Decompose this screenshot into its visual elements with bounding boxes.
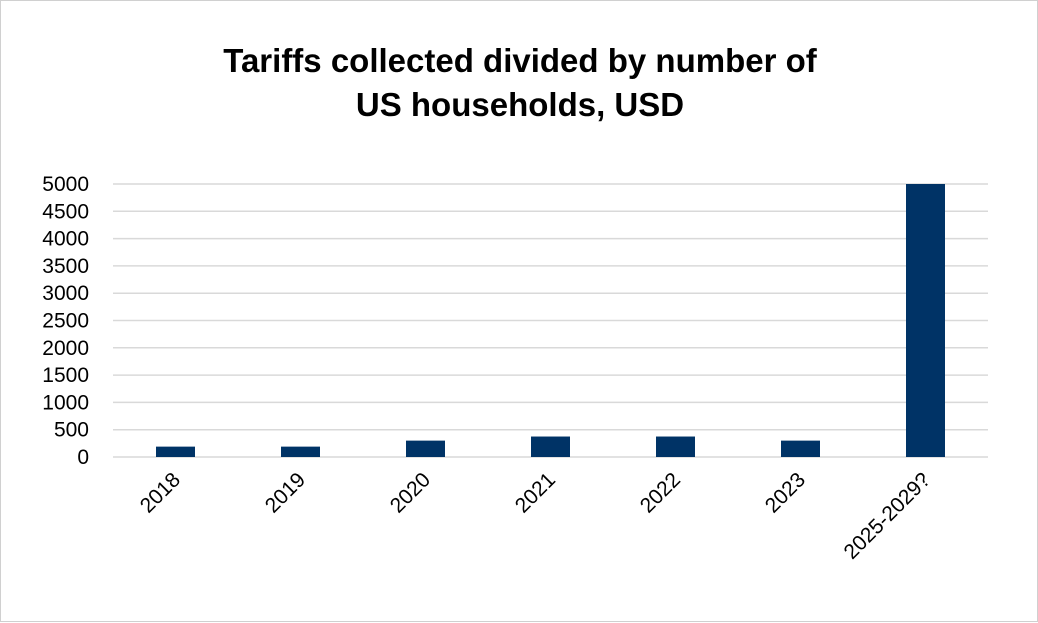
bar (531, 436, 570, 457)
y-tick-label: 1000 (42, 391, 89, 414)
bar (406, 440, 445, 457)
y-tick-label: 5000 (42, 173, 89, 196)
y-tick-label: 2000 (42, 337, 89, 360)
y-tick-label: 2500 (42, 310, 89, 333)
chart-title-line-1: Tariffs collected divided by number of (223, 42, 817, 79)
chart-title-line-2: US households, USD (355, 86, 685, 123)
x-tick-label: 2025-2029? (839, 468, 935, 564)
y-tick-label: 0 (77, 446, 89, 469)
bar (156, 446, 195, 457)
y-tick-label: 3000 (42, 282, 89, 305)
bar (656, 436, 695, 457)
bar (906, 184, 945, 457)
y-tick-label: 3500 (42, 255, 89, 278)
bar (281, 446, 320, 457)
x-tick-label: 2021 (511, 468, 560, 517)
y-tick-label: 1500 (42, 364, 89, 387)
x-tick-label: 2023 (761, 468, 810, 517)
x-tick-label: 2019 (261, 468, 310, 517)
y-tick-label: 4500 (42, 200, 89, 223)
bar (781, 440, 820, 457)
x-tick-label: 2020 (386, 468, 435, 517)
x-tick-label: 2022 (636, 468, 685, 517)
chart-title: Tariffs collected divided by number of U… (1, 39, 1038, 127)
x-tick-label: 2018 (136, 468, 185, 517)
y-tick-label: 4000 (42, 228, 89, 251)
y-tick-label: 500 (54, 419, 89, 442)
